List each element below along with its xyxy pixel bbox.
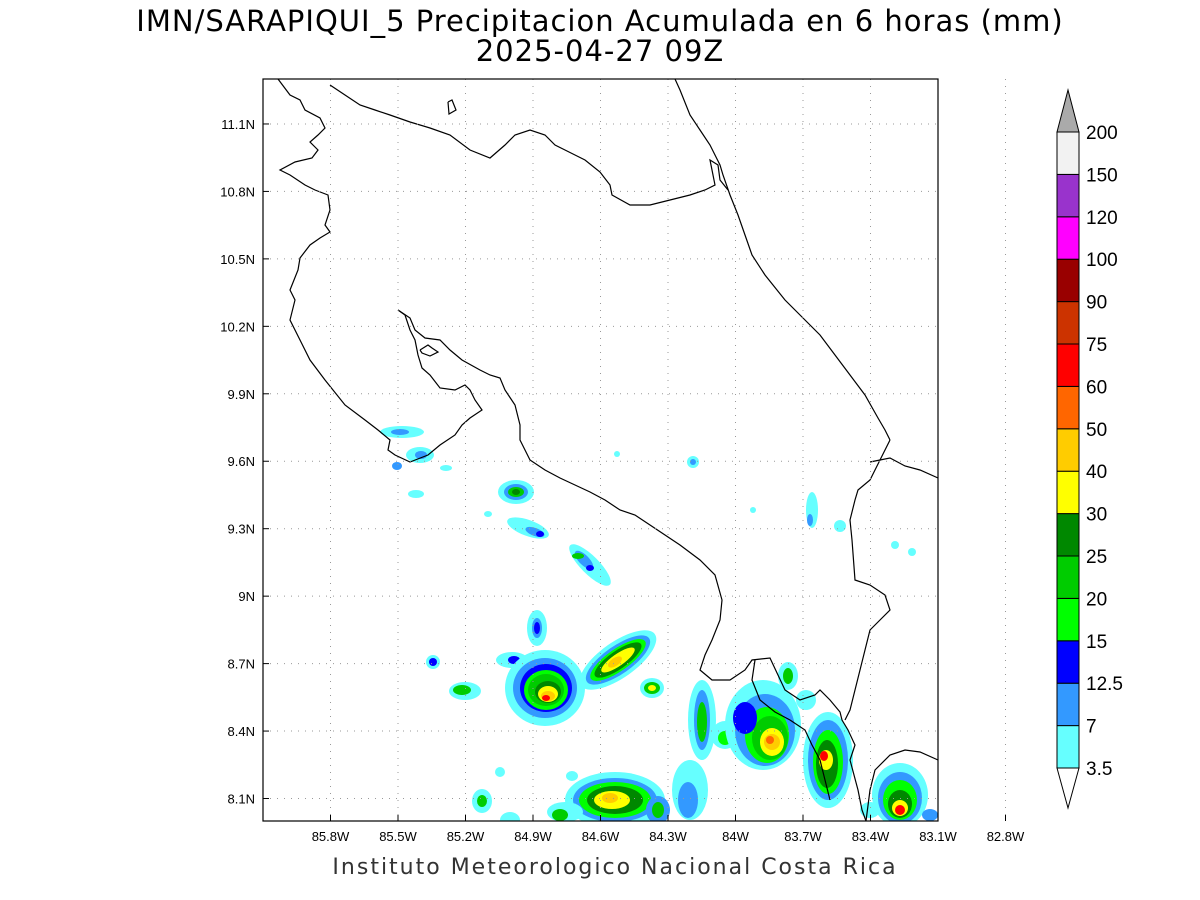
colorbar-level-label: 90 (1086, 293, 1107, 314)
latitude-axis: 11.1N 10.8N 10.5N 10.2N 9.9N 9.6N 9.3N 9N 8.7N 8.… (220, 117, 269, 807)
lon-tick-label: 85.5W (379, 829, 417, 844)
colorbar-swatch (1056, 682, 1080, 727)
colorbar-min-arrow (1056, 767, 1080, 810)
lon-tick-label: 84.3W (649, 829, 687, 844)
lat-tick-label: 8.1N (228, 792, 255, 807)
lon-tick-label: 84.9W (514, 829, 552, 844)
credit-footer: Instituto Meteorologico Nacional Costa R… (332, 855, 898, 880)
colorbar-swatch (1056, 555, 1080, 599)
colorbar-level-label: 15 (1086, 632, 1107, 653)
lat-tick-label: 8.4N (228, 724, 255, 739)
colorbar-swatch (1056, 385, 1080, 430)
colorbar-level-label: 200 (1086, 123, 1118, 144)
colorbar-level-label: 40 (1086, 462, 1107, 483)
coastline (277, 79, 938, 821)
colorbar-swatch (1056, 258, 1080, 303)
colorbar-level-label: 3.5 (1086, 759, 1112, 780)
lon-tick-label: 82.8W (987, 829, 1025, 844)
colorbar-swatch (1056, 597, 1080, 642)
colorbar-swatch (1056, 343, 1080, 387)
colorbar-level-label: 75 (1086, 335, 1107, 356)
lat-tick-label: 10.2N (220, 319, 255, 334)
lat-tick-label: 11.1N (221, 117, 255, 132)
colorbar-level-label: 25 (1086, 547, 1107, 568)
lat-tick-label: 9.3N (228, 522, 255, 537)
colorbar-swatch (1056, 216, 1080, 260)
colorbar-swatch (1056, 470, 1080, 515)
precipitation-field (380, 426, 938, 821)
lat-tick-label: 10.5N (220, 252, 255, 267)
colorbar-level-label: 7 (1086, 717, 1097, 738)
lat-tick-label: 9.6N (228, 454, 255, 469)
lat-tick-label: 10.8N (220, 184, 255, 199)
colorbar-swatch (1056, 131, 1080, 175)
colorbar-level-label: 60 (1086, 377, 1107, 398)
lon-tick-label: 83.7W (784, 829, 822, 844)
colorbar-swatch (1056, 725, 1080, 769)
map-title: IMN/SARAPIQUI_5 Precipitacion Acumulada … (136, 4, 1064, 38)
lon-tick-label: 84.6W (582, 829, 620, 844)
colorbar-legend: 3.5 7 12.5 15 20 25 30 40 50 60 75 90 100 120 150 200 (1056, 88, 1123, 810)
colorbar-level-label: 20 (1086, 589, 1107, 610)
lon-tick-label: 84W (722, 829, 749, 844)
lon-tick-label: 85.8W (312, 829, 350, 844)
longitude-axis: 85.8W 85.5W 85.2W 84.9W 84.6W 84.3W 84W 83.7W 83… (312, 815, 1025, 844)
lon-tick-label: 83.1W (919, 829, 957, 844)
colorbar-swatch (1056, 513, 1080, 557)
map-grid (263, 79, 1006, 821)
colorbar-level-label: 120 (1086, 208, 1118, 229)
colorbar-level-label: 12.5 (1086, 674, 1123, 695)
colorbar-swatch (1056, 301, 1080, 345)
colorbar-swatch (1056, 173, 1080, 218)
colorbar-level-label: 150 (1086, 165, 1118, 186)
map-datetime: 2025-04-27 09Z (475, 34, 725, 68)
colorbar-swatch (1056, 640, 1080, 684)
colorbar-level-label: 50 (1086, 420, 1107, 441)
lon-tick-label: 85.2W (447, 829, 485, 844)
colorbar-max-arrow (1056, 88, 1080, 133)
colorbar-swatch (1056, 428, 1080, 472)
colorbar-level-label: 30 (1086, 505, 1107, 526)
lat-tick-label: 9.9N (228, 387, 255, 402)
lon-tick-label: 83.4W (852, 829, 890, 844)
lat-tick-label: 8.7N (228, 657, 255, 672)
lat-tick-label: 9N (238, 589, 255, 604)
colorbar-level-label: 100 (1086, 250, 1118, 271)
